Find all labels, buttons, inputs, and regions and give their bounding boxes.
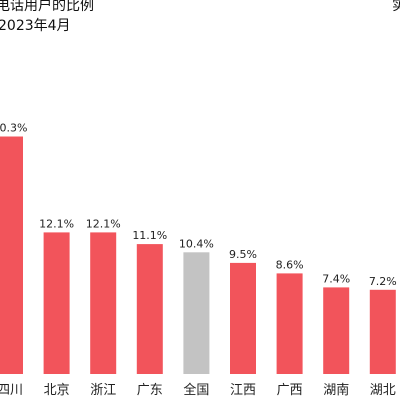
value-label-江西: 9.5% <box>229 248 257 261</box>
value-label-湖北: 7.2% <box>369 275 397 288</box>
bar-江西 <box>230 262 256 374</box>
category-label-湖南: 湖南 <box>323 382 349 398</box>
category-label-北京: 北京 <box>44 383 70 398</box>
corner-text: 实 <box>392 0 400 14</box>
value-label-全国: 10.4% <box>179 237 214 250</box>
value-label-北京: 12.1% <box>39 217 74 230</box>
category-label-广西: 广西 <box>277 383 303 398</box>
bar-四川 <box>0 136 23 374</box>
value-label-四川: 20.3% <box>0 122 27 135</box>
bar-北京 <box>43 232 70 374</box>
value-label-浙江: 12.1% <box>86 217 121 230</box>
bar-广东 <box>136 244 163 374</box>
value-label-湖南: 7.4% <box>322 272 350 285</box>
bar-湖北 <box>369 289 396 374</box>
category-label-广东: 广东 <box>137 383 163 398</box>
category-label-江西: 江西 <box>230 383 256 398</box>
category-labels-group: 四川 北京 浙江 广东 全国 江西 广西 湖南 湖北 <box>0 382 396 398</box>
chart-title: 电话用户的比例 <box>0 0 94 14</box>
bar-浙江 <box>90 232 117 374</box>
bar-湖南 <box>323 287 350 374</box>
category-label-四川: 四川 <box>0 383 23 398</box>
category-label-浙江: 浙江 <box>90 383 116 398</box>
category-label-湖北: 湖北 <box>370 383 396 398</box>
chart-subtitle: 2023年4月 <box>0 18 71 34</box>
value-label-广东: 11.1% <box>132 229 167 242</box>
category-label-全国: 全国 <box>183 382 209 398</box>
bar-全国 <box>183 252 210 374</box>
bar-广西 <box>276 273 303 374</box>
value-label-广西: 8.6% <box>276 258 304 271</box>
value-labels-group: 20.3% 12.1% 12.1% 11.1% 10.4% 9.5% 8.6% 7.4% 7.2… <box>0 122 397 288</box>
bars-group <box>0 136 396 374</box>
